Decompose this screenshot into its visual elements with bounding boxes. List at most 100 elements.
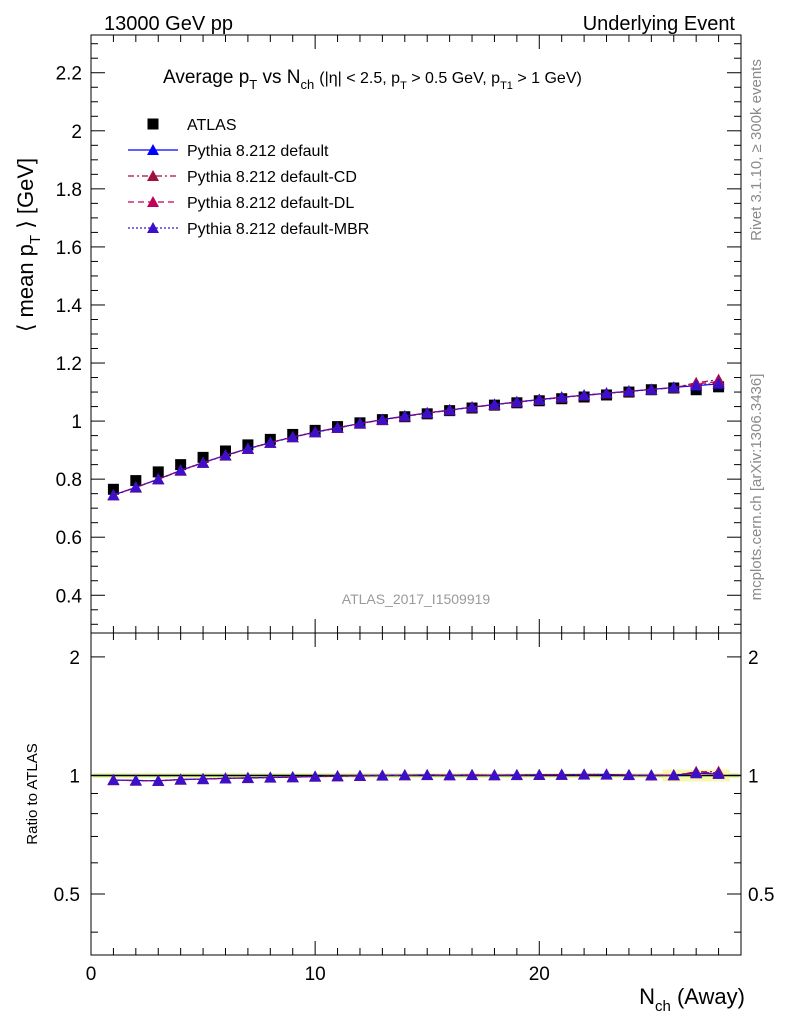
data-point bbox=[466, 401, 479, 413]
data-point bbox=[286, 431, 299, 443]
ratio-point bbox=[398, 769, 411, 781]
ratio-point bbox=[309, 770, 322, 782]
data-point bbox=[488, 398, 501, 410]
data-point bbox=[107, 489, 120, 501]
legend-label: Pythia 8.212 default-CD bbox=[187, 169, 357, 186]
legend-marker bbox=[147, 170, 159, 181]
data-point bbox=[197, 456, 210, 468]
ratio-series bbox=[107, 765, 725, 786]
ratio-y-tick-label-right: 0.5 bbox=[748, 885, 774, 906]
legend-item: Pythia 8.212 default bbox=[128, 143, 329, 160]
data-point bbox=[398, 410, 411, 422]
y-tick-label: 2.2 bbox=[56, 64, 82, 85]
legend: ATLAS Pythia 8.212 default Pythia 8.212 de… bbox=[128, 117, 369, 238]
axis-ticks bbox=[90, 35, 742, 955]
ratio-point bbox=[667, 769, 680, 781]
series-4 bbox=[107, 377, 725, 501]
ratio-point bbox=[129, 774, 142, 786]
y-tick-label: 1.8 bbox=[56, 180, 82, 201]
ratio-point bbox=[107, 773, 120, 785]
ratio-point bbox=[488, 769, 501, 781]
data-point bbox=[578, 389, 591, 401]
x-tick-label: 20 bbox=[529, 964, 550, 985]
y-tick-label: 0.8 bbox=[56, 470, 82, 491]
ratio-point bbox=[712, 767, 725, 779]
legend-label: ATLAS bbox=[187, 117, 237, 134]
ratio-point bbox=[622, 768, 635, 780]
data-point bbox=[533, 393, 546, 405]
ratio-point bbox=[690, 766, 703, 778]
y-tick-label: 1.4 bbox=[56, 296, 83, 317]
data-point bbox=[712, 377, 725, 389]
ratio-point bbox=[286, 771, 299, 783]
data-point bbox=[331, 421, 344, 433]
data-point bbox=[376, 413, 389, 425]
y-tick-labels: 0.4 0.6 0.8 1 1.2 1.4 1.6 1.8 2 2.2 bbox=[56, 64, 83, 608]
data-point bbox=[421, 406, 434, 418]
legend-marker bbox=[147, 222, 159, 233]
ratio-point bbox=[331, 770, 344, 782]
ratio-line bbox=[113, 772, 719, 782]
ratio-y-tick-labels: 0.5 0.5 1 1 2 2 bbox=[54, 648, 775, 906]
series-line bbox=[113, 383, 719, 496]
ratio-y-tick-label: 1 bbox=[69, 766, 80, 787]
chart-title: Average pT vs Nch (|η| < 2.5, pT > 0.5 Ge… bbox=[163, 67, 582, 92]
legend-marker bbox=[147, 196, 159, 207]
ratio-point bbox=[555, 768, 568, 780]
x-tick-labels: 0 10 20 bbox=[86, 964, 550, 985]
ratio-point bbox=[600, 768, 613, 780]
data-point bbox=[690, 379, 703, 391]
data-point bbox=[152, 466, 164, 478]
x-tick-label: 0 bbox=[86, 964, 97, 985]
series-line bbox=[113, 381, 719, 496]
ratio-point bbox=[443, 769, 456, 781]
y-tick-label: 1 bbox=[71, 412, 82, 433]
ratio-point bbox=[174, 773, 187, 785]
analysis-label: ATLAS_2017_I1509919 bbox=[342, 591, 491, 607]
ratio-y-axis-label: Ratio to ATLAS bbox=[24, 743, 41, 844]
ratio-point bbox=[645, 769, 658, 781]
legend-item: Pythia 8.212 default-MBR bbox=[128, 221, 369, 238]
x-axis-label: Nch (Away) bbox=[639, 984, 745, 1015]
ratio-point bbox=[219, 772, 232, 784]
ratio-point bbox=[376, 769, 389, 781]
ratio-point bbox=[353, 769, 366, 781]
legend-item: Pythia 8.212 default-CD bbox=[128, 169, 357, 186]
ratio-y-tick-label: 2 bbox=[69, 648, 80, 669]
y-tick-label: 1.6 bbox=[56, 238, 82, 259]
y-tick-label: 0.4 bbox=[56, 586, 83, 607]
data-point bbox=[309, 426, 322, 438]
y-tick-label: 0.6 bbox=[56, 528, 82, 549]
ratio-point bbox=[533, 768, 546, 780]
series-line bbox=[113, 382, 719, 496]
energy-label: 13000 GeV pp bbox=[104, 13, 233, 35]
data-point bbox=[353, 417, 366, 429]
y-tick-label: 1.2 bbox=[56, 354, 82, 375]
data-point bbox=[510, 395, 523, 407]
data-point bbox=[130, 475, 142, 487]
ratio-series-4 bbox=[107, 766, 725, 786]
legend-label: Pythia 8.212 default-MBR bbox=[187, 221, 369, 238]
data-point bbox=[152, 473, 165, 485]
ratio-point bbox=[578, 768, 591, 780]
ratio-point bbox=[264, 771, 277, 783]
y-tick-label: 2 bbox=[71, 122, 82, 143]
main-series bbox=[107, 373, 725, 501]
legend-label: Pythia 8.212 default bbox=[187, 143, 329, 160]
data-point bbox=[174, 464, 187, 476]
ratio-y-tick-label-right: 1 bbox=[748, 766, 759, 787]
data-point bbox=[600, 387, 613, 399]
ratio-point bbox=[152, 774, 165, 786]
rivet-label: Rivet 3.1.10, ≥ 300k events bbox=[748, 59, 765, 241]
ratio-point bbox=[241, 771, 254, 783]
ratio-point bbox=[510, 768, 523, 780]
ratio-point bbox=[466, 768, 479, 780]
legend-marker bbox=[147, 118, 159, 130]
data-point bbox=[667, 381, 680, 393]
legend-label: Pythia 8.212 default-DL bbox=[187, 195, 354, 212]
data-point bbox=[555, 391, 568, 403]
data-point bbox=[264, 436, 277, 448]
ratio-y-tick-label: 0.5 bbox=[54, 885, 80, 906]
data-point bbox=[129, 481, 142, 493]
